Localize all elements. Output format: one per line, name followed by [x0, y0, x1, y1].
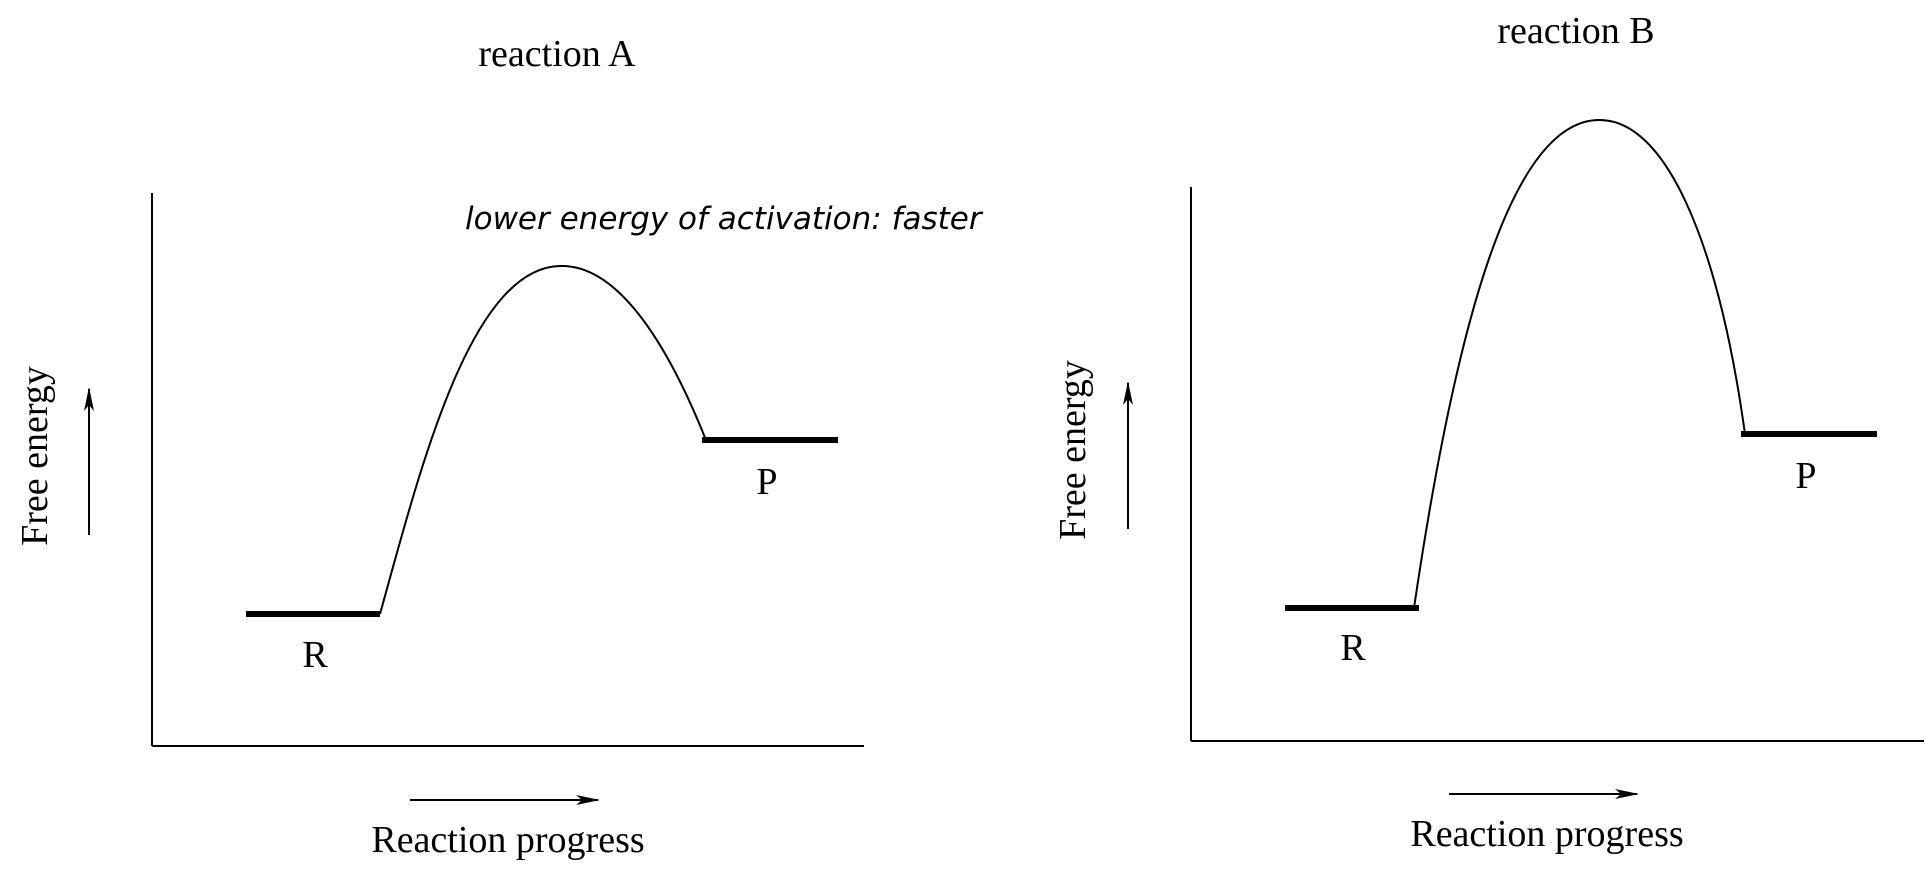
- panel-a-title: reaction A: [478, 33, 636, 75]
- panel-a-product-label: P: [756, 461, 777, 503]
- panel-b-x-axis-label: Reaction progress: [1410, 813, 1683, 855]
- panel-a-y-axis-label: Free energy: [14, 366, 56, 546]
- panel-a-x-axis-label: Reaction progress: [371, 819, 644, 861]
- panel-a-energy-curve: [379, 264, 707, 615]
- panel-b-y-axis-label: Free energy: [1052, 360, 1094, 540]
- panel-reaction-a: reaction A lower energy of activation: f…: [14, 33, 984, 861]
- activation-energy-annotation: lower energy of activation: faster: [465, 201, 984, 237]
- panel-b-product-label: P: [1795, 455, 1816, 497]
- panel-reaction-b: reaction B Free energy Reaction progress…: [1052, 10, 1924, 855]
- panel-a-reactant-label: R: [302, 634, 328, 676]
- panel-b-energy-curve: [1413, 118, 1746, 609]
- panel-b-title: reaction B: [1497, 10, 1654, 52]
- panel-b-reactant-label: R: [1340, 627, 1366, 669]
